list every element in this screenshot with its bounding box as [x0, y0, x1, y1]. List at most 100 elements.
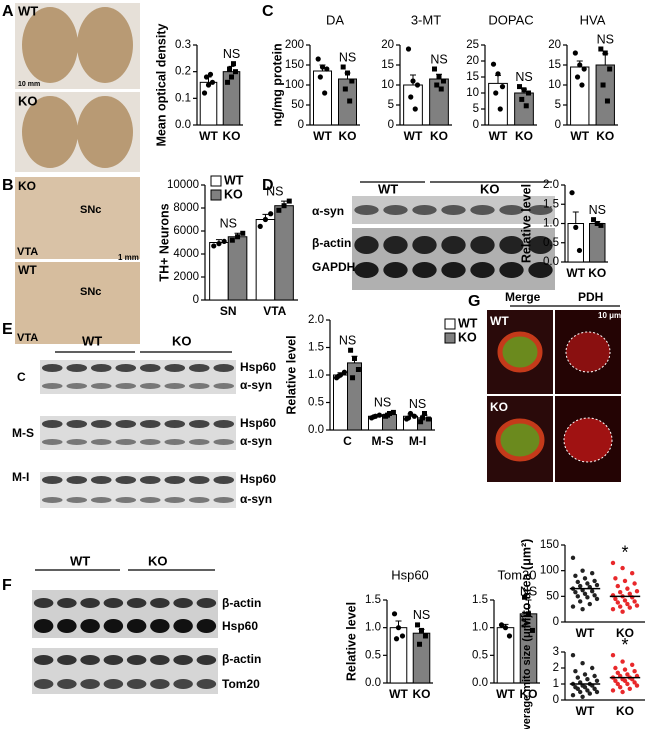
band	[66, 476, 88, 484]
data-point	[335, 373, 342, 379]
y-tick-label: 0	[553, 694, 559, 706]
data-point	[573, 669, 578, 674]
image-label: Merge	[505, 290, 541, 304]
data-point	[627, 591, 632, 596]
band	[164, 420, 186, 428]
band	[164, 383, 186, 389]
y-tick-label: 0.0	[472, 677, 488, 689]
annotation: NS	[374, 396, 391, 410]
band	[383, 262, 408, 278]
data-point	[322, 90, 328, 96]
image-label: β-actin	[222, 596, 261, 610]
y-tick-label: 10	[466, 87, 479, 99]
image-label: WT	[378, 181, 398, 196]
data-point	[580, 694, 585, 699]
image-label: Hsp60	[240, 360, 276, 374]
data-point	[434, 82, 440, 88]
band	[499, 236, 524, 254]
y-tick-label: 0.5	[308, 397, 324, 409]
data-point	[317, 74, 323, 80]
data-point	[395, 625, 402, 631]
band	[126, 619, 147, 633]
band	[213, 497, 235, 503]
chart-title: DA	[326, 12, 344, 27]
band	[80, 598, 100, 608]
data-point	[613, 596, 618, 602]
band	[66, 439, 88, 445]
data-point	[618, 685, 623, 690]
data-point	[506, 633, 513, 639]
image-label: GAPDH	[312, 260, 355, 274]
micrograph	[15, 177, 140, 259]
data-point	[580, 606, 585, 612]
data-point	[625, 586, 630, 591]
data-point	[620, 565, 625, 571]
panel-letter: B	[2, 177, 14, 194]
y-tick-label: 20	[548, 39, 561, 51]
bar	[347, 362, 362, 431]
chart: 0.0 0.5 1.0 1.5 Relative level Hsp60 WT KO NS	[344, 567, 433, 701]
data-point	[615, 600, 620, 605]
band	[188, 420, 210, 428]
y-tick-label: 20	[466, 55, 479, 67]
legend-swatch	[444, 318, 456, 330]
data-point	[585, 688, 590, 693]
data-point	[229, 237, 235, 243]
data-point	[592, 593, 597, 598]
image-label: M-S	[12, 426, 34, 440]
data-point	[615, 670, 620, 675]
x-tick-label: KO	[223, 129, 241, 143]
y-tick-label: 0.0	[308, 424, 324, 436]
image-label: 1 mm	[118, 253, 139, 262]
data-point	[522, 594, 528, 600]
data-point	[393, 636, 400, 642]
y-tick-label: 1.0	[543, 218, 559, 230]
x-tick-label: KO	[596, 129, 614, 143]
band	[115, 439, 137, 445]
data-point	[615, 583, 620, 589]
legend-label: WT	[224, 173, 244, 187]
image-label: KO	[18, 93, 38, 108]
bar	[595, 64, 615, 126]
image-label: WT	[18, 3, 38, 18]
data-point	[592, 673, 597, 679]
bar	[227, 236, 248, 301]
band	[115, 497, 137, 503]
annotation: NS	[430, 52, 447, 66]
y-tick-label: 1.0	[365, 622, 381, 634]
data-point	[490, 61, 497, 67]
band	[103, 598, 124, 608]
data-point	[211, 243, 217, 249]
annotation: NS	[220, 217, 237, 231]
band	[150, 619, 170, 633]
image-label: KO	[148, 553, 168, 568]
image-label: KO	[18, 179, 36, 193]
data-point	[578, 599, 583, 604]
band	[57, 619, 77, 633]
data-point	[405, 46, 412, 52]
bar	[222, 71, 241, 126]
data-point	[399, 633, 406, 639]
band	[213, 383, 235, 389]
data-point	[625, 672, 630, 677]
band	[188, 383, 210, 389]
data-point	[573, 224, 579, 230]
data-point	[340, 64, 346, 70]
tissue	[22, 96, 78, 168]
tissue	[77, 96, 133, 168]
y-tick-label: 0	[298, 119, 304, 131]
image-label: VTA	[17, 332, 38, 344]
band	[150, 655, 170, 665]
y-tick-label: 1.5	[365, 594, 381, 606]
band	[139, 439, 161, 445]
data-point	[201, 90, 208, 96]
data-point	[582, 576, 588, 581]
image-label: Hsp60	[222, 619, 258, 633]
bar	[412, 632, 431, 684]
data-point	[517, 84, 523, 90]
band	[354, 205, 379, 215]
data-point	[591, 217, 597, 223]
annotation: *	[621, 635, 628, 655]
data-point	[411, 413, 418, 419]
data-point	[370, 414, 377, 420]
